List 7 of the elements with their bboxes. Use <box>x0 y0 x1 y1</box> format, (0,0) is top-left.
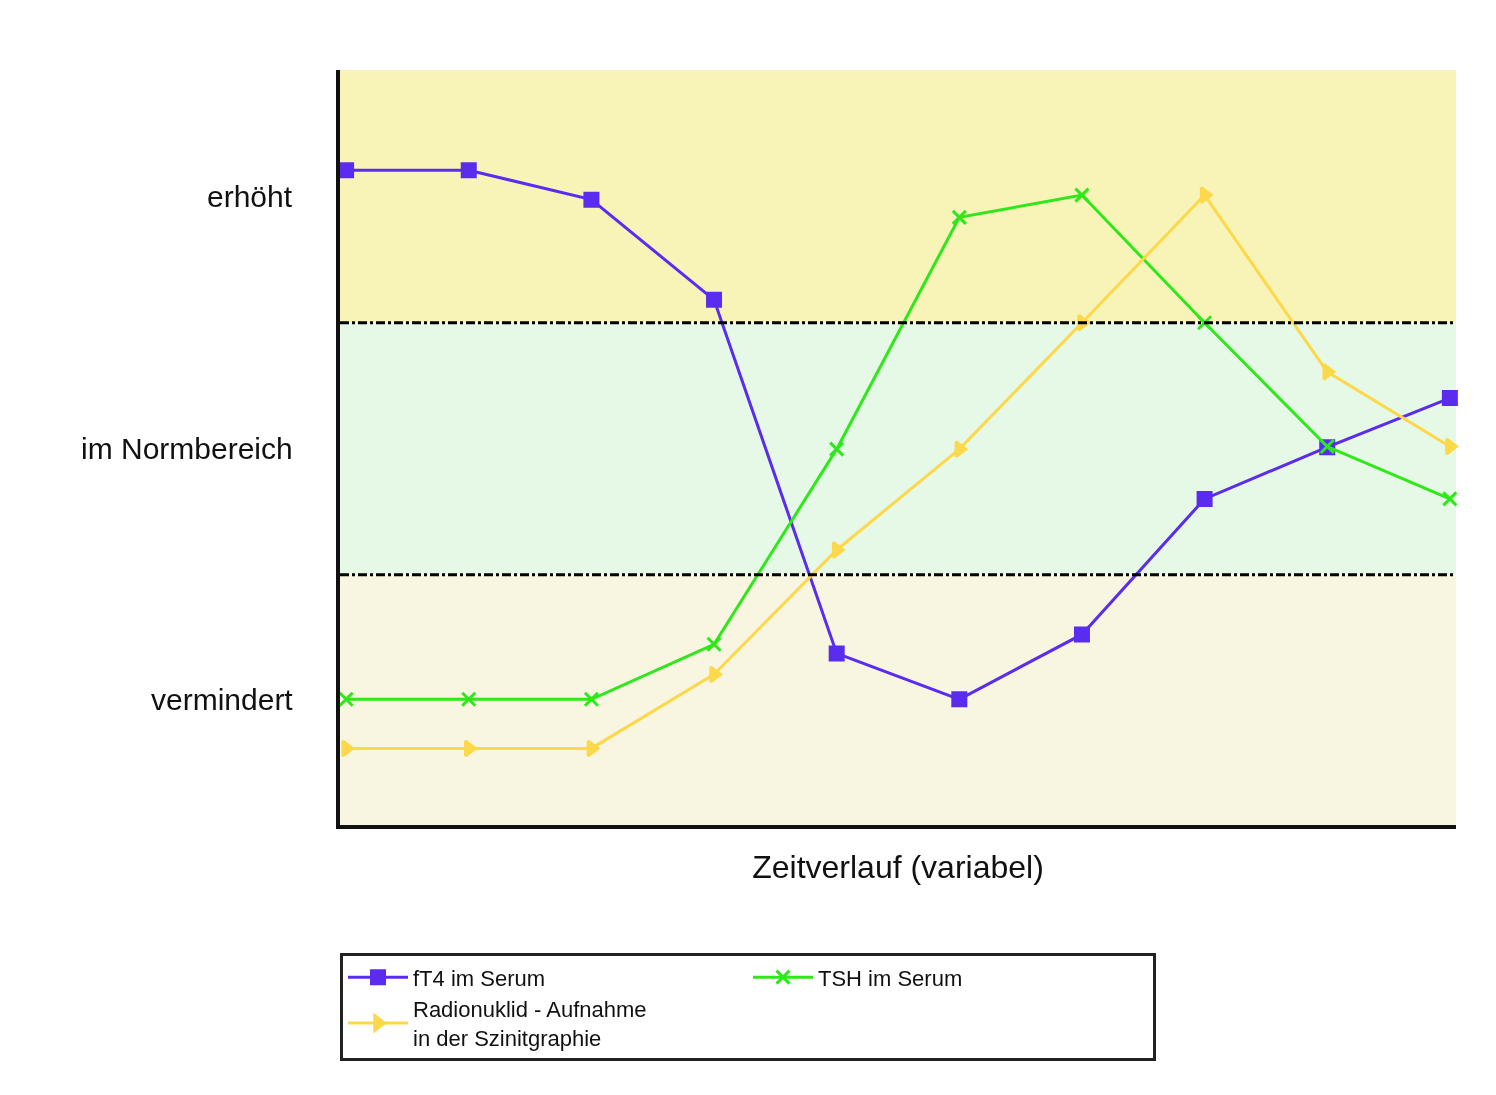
band-label: erhöht <box>207 180 293 213</box>
band-label: im Normbereich <box>81 432 293 465</box>
x-axis-title: Zeitverlauf (variabel) <box>752 849 1044 886</box>
legend-label: fT4 im Serum <box>413 965 546 991</box>
band-label: vermindert <box>151 683 294 716</box>
legend-label: Radionuklid - Aufnahme in der Szinitgraphie <box>413 997 647 1051</box>
legend-label: TSH im Serum <box>818 965 963 991</box>
